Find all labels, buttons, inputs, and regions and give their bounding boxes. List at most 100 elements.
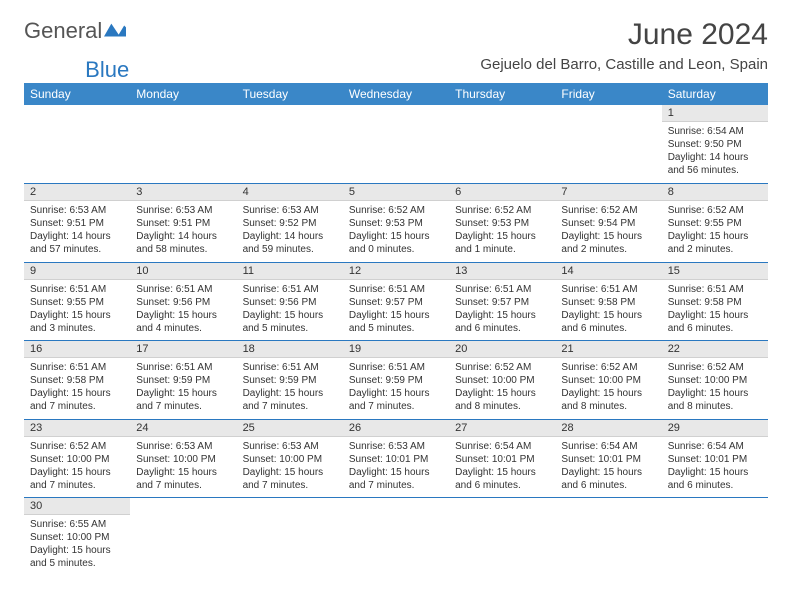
calendar-body: 1Sunrise: 6:54 AMSunset: 9:50 PMDaylight… bbox=[24, 105, 768, 576]
day-details: Sunrise: 6:52 AMSunset: 9:55 PMDaylight:… bbox=[662, 201, 768, 260]
calendar-day-cell: 17Sunrise: 6:51 AMSunset: 9:59 PMDayligh… bbox=[130, 341, 236, 419]
flag-icon bbox=[104, 23, 126, 39]
calendar-day-cell: 15Sunrise: 6:51 AMSunset: 9:58 PMDayligh… bbox=[662, 262, 768, 340]
sunrise-text: Sunrise: 6:51 AM bbox=[349, 361, 443, 374]
calendar-day-cell: 10Sunrise: 6:51 AMSunset: 9:56 PMDayligh… bbox=[130, 262, 236, 340]
calendar-day-cell: 23Sunrise: 6:52 AMSunset: 10:00 PMDaylig… bbox=[24, 419, 130, 497]
day-number: 24 bbox=[130, 420, 236, 437]
sunset-text: Sunset: 9:59 PM bbox=[349, 374, 443, 387]
calendar-day-cell: 4Sunrise: 6:53 AMSunset: 9:52 PMDaylight… bbox=[237, 184, 343, 262]
day-details: Sunrise: 6:54 AMSunset: 9:50 PMDaylight:… bbox=[662, 122, 768, 181]
sunset-text: Sunset: 9:58 PM bbox=[668, 296, 762, 309]
calendar-day-cell: 26Sunrise: 6:53 AMSunset: 10:01 PMDaylig… bbox=[343, 419, 449, 497]
calendar-day-cell: 22Sunrise: 6:52 AMSunset: 10:00 PMDaylig… bbox=[662, 341, 768, 419]
day-number: 25 bbox=[237, 420, 343, 437]
calendar-table: SundayMondayTuesdayWednesdayThursdayFrid… bbox=[24, 83, 768, 576]
day-number: 12 bbox=[343, 263, 449, 280]
calendar-day-cell: 14Sunrise: 6:51 AMSunset: 9:58 PMDayligh… bbox=[555, 262, 661, 340]
day-number: 2 bbox=[24, 184, 130, 201]
sunset-text: Sunset: 10:01 PM bbox=[561, 453, 655, 466]
sunset-text: Sunset: 9:56 PM bbox=[136, 296, 230, 309]
sunrise-text: Sunrise: 6:54 AM bbox=[668, 440, 762, 453]
daylight-text: Daylight: 15 hours and 5 minutes. bbox=[30, 544, 124, 570]
calendar-day-cell: 2Sunrise: 6:53 AMSunset: 9:51 PMDaylight… bbox=[24, 184, 130, 262]
sunset-text: Sunset: 9:53 PM bbox=[455, 217, 549, 230]
day-number: 4 bbox=[237, 184, 343, 201]
day-number: 16 bbox=[24, 341, 130, 358]
day-header: Thursday bbox=[449, 83, 555, 105]
sunrise-text: Sunrise: 6:54 AM bbox=[561, 440, 655, 453]
day-number: 1 bbox=[662, 105, 768, 122]
sunset-text: Sunset: 10:01 PM bbox=[668, 453, 762, 466]
calendar-empty-cell bbox=[449, 105, 555, 183]
title-block: June 2024 Gejuelo del Barro, Castille an… bbox=[480, 18, 768, 79]
sunrise-text: Sunrise: 6:51 AM bbox=[30, 361, 124, 374]
day-details: Sunrise: 6:53 AMSunset: 10:01 PMDaylight… bbox=[343, 437, 449, 496]
calendar-empty-cell bbox=[130, 498, 236, 576]
day-details: Sunrise: 6:54 AMSunset: 10:01 PMDaylight… bbox=[555, 437, 661, 496]
day-number: 21 bbox=[555, 341, 661, 358]
day-number: 3 bbox=[130, 184, 236, 201]
daylight-text: Daylight: 15 hours and 7 minutes. bbox=[30, 466, 124, 492]
location-subtitle: Gejuelo del Barro, Castille and Leon, Sp… bbox=[480, 56, 768, 73]
calendar-day-cell: 11Sunrise: 6:51 AMSunset: 9:56 PMDayligh… bbox=[237, 262, 343, 340]
sunset-text: Sunset: 9:59 PM bbox=[243, 374, 337, 387]
calendar-empty-cell bbox=[555, 498, 661, 576]
day-details: Sunrise: 6:53 AMSunset: 9:51 PMDaylight:… bbox=[130, 201, 236, 260]
day-number: 27 bbox=[449, 420, 555, 437]
day-number: 9 bbox=[24, 263, 130, 280]
daylight-text: Daylight: 15 hours and 4 minutes. bbox=[136, 309, 230, 335]
calendar-day-cell: 19Sunrise: 6:51 AMSunset: 9:59 PMDayligh… bbox=[343, 341, 449, 419]
day-details: Sunrise: 6:51 AMSunset: 9:57 PMDaylight:… bbox=[449, 280, 555, 339]
day-header: Monday bbox=[130, 83, 236, 105]
sunrise-text: Sunrise: 6:51 AM bbox=[243, 361, 337, 374]
sunset-text: Sunset: 9:54 PM bbox=[561, 217, 655, 230]
day-details: Sunrise: 6:51 AMSunset: 9:59 PMDaylight:… bbox=[343, 358, 449, 417]
day-details: Sunrise: 6:53 AMSunset: 10:00 PMDaylight… bbox=[130, 437, 236, 496]
daylight-text: Daylight: 15 hours and 7 minutes. bbox=[243, 387, 337, 413]
calendar-day-cell: 25Sunrise: 6:53 AMSunset: 10:00 PMDaylig… bbox=[237, 419, 343, 497]
sunrise-text: Sunrise: 6:52 AM bbox=[561, 204, 655, 217]
day-details: Sunrise: 6:52 AMSunset: 9:54 PMDaylight:… bbox=[555, 201, 661, 260]
calendar-day-cell: 18Sunrise: 6:51 AMSunset: 9:59 PMDayligh… bbox=[237, 341, 343, 419]
calendar-day-cell: 27Sunrise: 6:54 AMSunset: 10:01 PMDaylig… bbox=[449, 419, 555, 497]
calendar-week: 1Sunrise: 6:54 AMSunset: 9:50 PMDaylight… bbox=[24, 105, 768, 183]
calendar-day-cell: 6Sunrise: 6:52 AMSunset: 9:53 PMDaylight… bbox=[449, 184, 555, 262]
calendar-day-cell: 24Sunrise: 6:53 AMSunset: 10:00 PMDaylig… bbox=[130, 419, 236, 497]
sunset-text: Sunset: 10:00 PM bbox=[30, 453, 124, 466]
day-number: 19 bbox=[343, 341, 449, 358]
daylight-text: Daylight: 15 hours and 8 minutes. bbox=[455, 387, 549, 413]
day-details: Sunrise: 6:51 AMSunset: 9:55 PMDaylight:… bbox=[24, 280, 130, 339]
day-details: Sunrise: 6:52 AMSunset: 10:00 PMDaylight… bbox=[449, 358, 555, 417]
sunrise-text: Sunrise: 6:53 AM bbox=[136, 204, 230, 217]
sunset-text: Sunset: 10:01 PM bbox=[455, 453, 549, 466]
daylight-text: Daylight: 15 hours and 1 minute. bbox=[455, 230, 549, 256]
daylight-text: Daylight: 15 hours and 6 minutes. bbox=[455, 466, 549, 492]
day-details: Sunrise: 6:53 AMSunset: 9:52 PMDaylight:… bbox=[237, 201, 343, 260]
sunset-text: Sunset: 9:51 PM bbox=[136, 217, 230, 230]
day-number: 30 bbox=[24, 498, 130, 515]
sunset-text: Sunset: 10:00 PM bbox=[136, 453, 230, 466]
calendar-empty-cell bbox=[237, 498, 343, 576]
calendar-day-cell: 13Sunrise: 6:51 AMSunset: 9:57 PMDayligh… bbox=[449, 262, 555, 340]
day-details: Sunrise: 6:52 AMSunset: 9:53 PMDaylight:… bbox=[343, 201, 449, 260]
logo-text-blue: Blue bbox=[85, 57, 129, 82]
day-details: Sunrise: 6:52 AMSunset: 9:53 PMDaylight:… bbox=[449, 201, 555, 260]
daylight-text: Daylight: 15 hours and 7 minutes. bbox=[136, 387, 230, 413]
day-details: Sunrise: 6:53 AMSunset: 10:00 PMDaylight… bbox=[237, 437, 343, 496]
sunset-text: Sunset: 9:51 PM bbox=[30, 217, 124, 230]
calendar-week: 23Sunrise: 6:52 AMSunset: 10:00 PMDaylig… bbox=[24, 419, 768, 497]
calendar-empty-cell bbox=[343, 105, 449, 183]
day-number: 5 bbox=[343, 184, 449, 201]
sunrise-text: Sunrise: 6:52 AM bbox=[349, 204, 443, 217]
daylight-text: Daylight: 14 hours and 59 minutes. bbox=[243, 230, 337, 256]
sunrise-text: Sunrise: 6:52 AM bbox=[455, 204, 549, 217]
sunrise-text: Sunrise: 6:55 AM bbox=[30, 518, 124, 531]
day-number: 7 bbox=[555, 184, 661, 201]
daylight-text: Daylight: 15 hours and 6 minutes. bbox=[561, 309, 655, 335]
sunrise-text: Sunrise: 6:52 AM bbox=[455, 361, 549, 374]
daylight-text: Daylight: 15 hours and 6 minutes. bbox=[455, 309, 549, 335]
daylight-text: Daylight: 15 hours and 0 minutes. bbox=[349, 230, 443, 256]
day-header: Wednesday bbox=[343, 83, 449, 105]
day-number: 22 bbox=[662, 341, 768, 358]
